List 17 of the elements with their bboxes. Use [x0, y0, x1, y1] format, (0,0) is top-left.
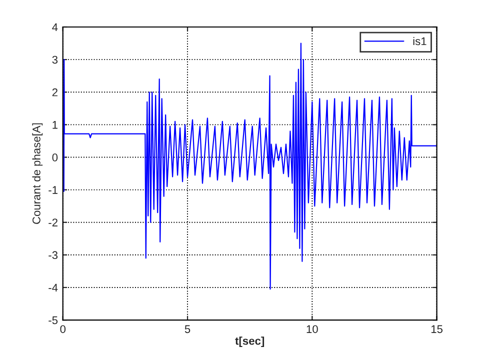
y-tick-label: 3 [52, 56, 58, 64]
y-tick-label: -1 [48, 186, 58, 194]
x-tick-label: 15 [431, 325, 443, 334]
y-tick-label: -5 [48, 316, 58, 324]
y-tick-label: 2 [52, 88, 58, 96]
y-tick-label: 0 [52, 154, 58, 162]
legend-label: is1 [413, 37, 426, 46]
x-tick-label: 10 [306, 325, 318, 334]
y-axis-title: Courant de phase[A] [32, 123, 43, 224]
y-tick-label: 1 [52, 121, 58, 129]
y-tick-label: -4 [48, 284, 58, 292]
y-tick-label: 4 [52, 23, 58, 32]
y-tick-label: -2 [48, 218, 58, 226]
x-axis-title: t[sec] [235, 336, 264, 348]
x-tick-label: 5 [184, 325, 190, 334]
x-tick-label: 0 [60, 325, 66, 334]
y-tick-label: -3 [48, 251, 58, 260]
